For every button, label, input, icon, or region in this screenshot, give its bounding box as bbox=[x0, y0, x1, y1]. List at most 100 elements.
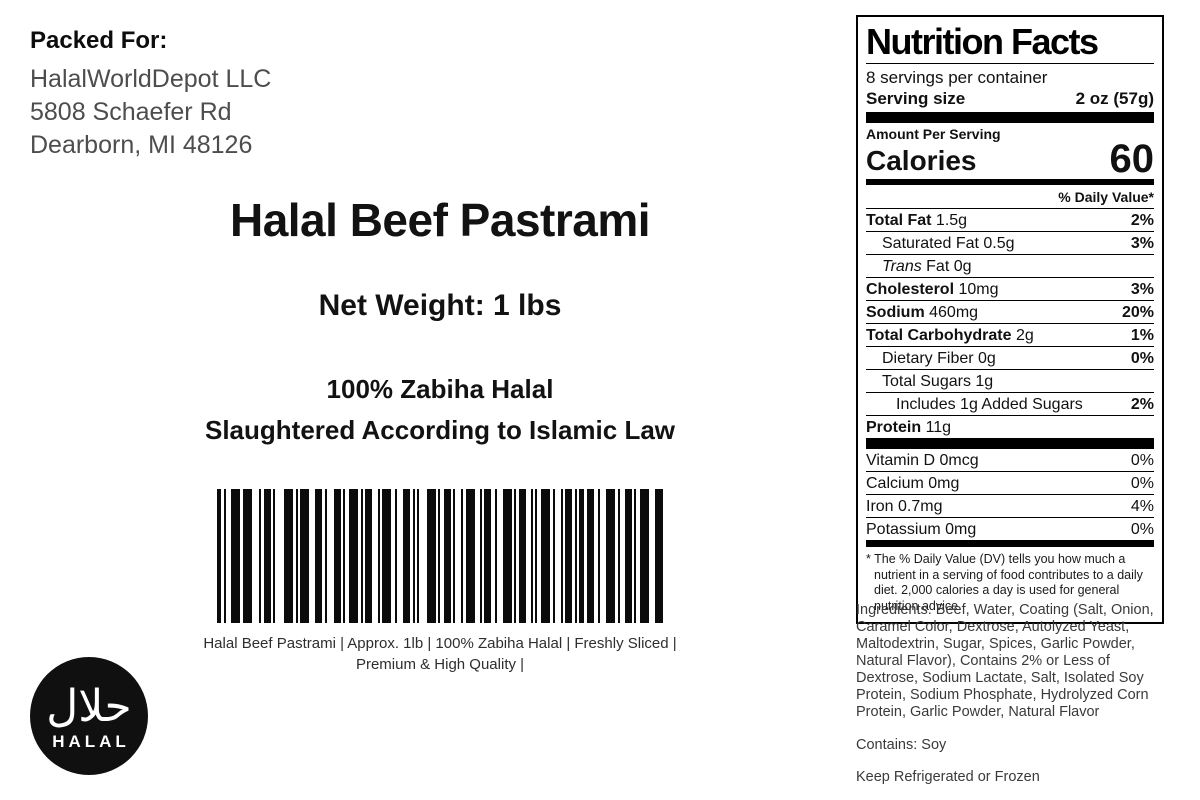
halal-logo: حلال HALAL bbox=[30, 657, 148, 775]
barcode bbox=[217, 489, 663, 623]
barcode-bar bbox=[606, 489, 615, 623]
halal-logo-arabic-text: حلال bbox=[46, 680, 132, 732]
divider-semithick bbox=[866, 540, 1154, 547]
barcode-bar bbox=[231, 489, 240, 623]
barcode-bar bbox=[224, 489, 226, 623]
nutrient-row: Saturated Fat 0.5g 3% bbox=[866, 231, 1154, 254]
amount-per-serving-label: Amount Per Serving bbox=[866, 126, 1001, 142]
barcode-bar bbox=[453, 489, 455, 623]
barcode-bar bbox=[640, 489, 649, 623]
barcode-bar bbox=[461, 489, 463, 623]
packed-for-label: Packed For: bbox=[30, 27, 168, 54]
barcode-bar bbox=[343, 489, 345, 623]
barcode-bar bbox=[413, 489, 415, 623]
barcode-bar bbox=[565, 489, 572, 623]
barcode-bar bbox=[579, 489, 584, 623]
daily-value-footnote: * The % Daily Value (DV) tells you how m… bbox=[866, 552, 1143, 613]
nutrient-rows: Total Fat 1.5g 2% Saturated Fat 0.5g 3% Tran… bbox=[866, 209, 1154, 438]
nutrient-row: Calcium 0mg 0% bbox=[866, 471, 1154, 494]
nutrient-row: Total Fat 1.5g 2% bbox=[866, 212, 1154, 229]
calories-row: Calories 60 bbox=[866, 137, 1155, 181]
barcode-bar bbox=[655, 489, 663, 623]
ingredients-text: Ingredients: Beef, Water, Coating (Salt,… bbox=[856, 602, 1154, 720]
barcode-bar bbox=[365, 489, 372, 623]
barcode-bar bbox=[273, 489, 275, 623]
barcode-bar bbox=[417, 489, 419, 623]
nutrient-row: Iron 0.7mg 4% bbox=[866, 494, 1154, 517]
barcode-bar bbox=[315, 489, 322, 623]
servings-per-container: 8 servings per container bbox=[866, 68, 1048, 87]
divider-thick bbox=[866, 438, 1154, 449]
packed-for-address1: 5808 Schaefer Rd bbox=[30, 98, 232, 126]
barcode-bar bbox=[334, 489, 341, 623]
serving-size-row: Serving size 2 oz (57g) bbox=[866, 88, 1154, 112]
serving-size-value: 2 oz (57g) bbox=[1075, 89, 1154, 108]
divider-thick bbox=[866, 112, 1154, 123]
nutrient-row: Includes 1g Added Sugars 2% bbox=[866, 392, 1154, 415]
barcode-bar bbox=[296, 489, 298, 623]
barcode-bar bbox=[495, 489, 497, 623]
nutrient-row: Total Carbohydrate 2g 1% bbox=[866, 323, 1154, 346]
barcode-bar bbox=[361, 489, 363, 623]
nutrition-facts-panel: Nutrition Facts 8 servings per container… bbox=[856, 15, 1164, 624]
storage-instruction: Keep Refrigerated or Frozen bbox=[856, 769, 1040, 785]
barcode-caption: Halal Beef Pastrami | Approx. 1lb | 100%… bbox=[203, 635, 677, 673]
divider-medium bbox=[866, 179, 1154, 185]
barcode-bar bbox=[484, 489, 491, 623]
nutrition-facts-title: Nutrition Facts bbox=[866, 22, 1154, 64]
nutrient-row: Protein 11g bbox=[866, 415, 1154, 438]
packed-for-company: HalalWorldDepot LLC bbox=[30, 65, 272, 93]
barcode-bar bbox=[634, 489, 636, 623]
halal-claim-line2: Slaughtered According to Islamic Law bbox=[204, 415, 676, 445]
net-weight: Net Weight: 1 lbs bbox=[318, 289, 562, 322]
barcode-bar bbox=[378, 489, 380, 623]
barcode-bar bbox=[625, 489, 632, 623]
nutrient-row: Cholesterol 10mg 3% bbox=[866, 277, 1154, 300]
barcode-bar bbox=[427, 489, 436, 623]
halal-claim-line1: 100% Zabiha Halal bbox=[326, 374, 554, 404]
barcode-bar bbox=[438, 489, 440, 623]
barcode-bar bbox=[243, 489, 252, 623]
barcode-bar bbox=[403, 489, 410, 623]
barcode-bar bbox=[259, 489, 261, 623]
barcode-bar bbox=[598, 489, 600, 623]
barcode-bar bbox=[553, 489, 555, 623]
packed-for-block: Packed For: HalalWorldDepot LLC 5808 Sch… bbox=[30, 27, 271, 162]
barcode-bar bbox=[264, 489, 271, 623]
barcode-bar bbox=[535, 489, 537, 623]
barcode-bar bbox=[541, 489, 550, 623]
barcode-bar bbox=[395, 489, 397, 623]
barcode-bar bbox=[300, 489, 309, 623]
barcode-bar bbox=[217, 489, 221, 623]
nutrient-row: Dietary Fiber 0g 0% bbox=[866, 346, 1154, 369]
packed-for-address2: Dearborn, MI 48126 bbox=[30, 131, 253, 159]
nutrient-row: Total Sugars 1g bbox=[866, 369, 1154, 392]
barcode-bar bbox=[575, 489, 577, 623]
nutrient-row: Trans Fat 0g bbox=[866, 254, 1154, 277]
barcode-bar bbox=[382, 489, 391, 623]
halal-logo-latin-text: HALAL bbox=[52, 731, 130, 751]
barcode-bar bbox=[587, 489, 594, 623]
barcode-bar bbox=[519, 489, 526, 623]
calories-label: Calories bbox=[866, 145, 977, 176]
barcode-bar bbox=[325, 489, 327, 623]
vitamin-rows: Vitamin D 0mcg 0% Calcium 0mg 0% Iron 0.7mg 4… bbox=[866, 449, 1154, 540]
product-title: Halal Beef Pastrami bbox=[229, 194, 651, 246]
barcode-bar bbox=[618, 489, 620, 623]
barcode-bar bbox=[349, 489, 358, 623]
barcode-bar bbox=[514, 489, 516, 623]
barcode-bar bbox=[284, 489, 293, 623]
nutrient-row: Vitamin D 0mcg 0% bbox=[866, 452, 1154, 469]
barcode-bar bbox=[444, 489, 451, 623]
allergen-contains-line: Contains: Soy bbox=[856, 737, 947, 753]
barcode-bar bbox=[503, 489, 512, 623]
barcode-bar bbox=[531, 489, 533, 623]
calories-value: 60 bbox=[1109, 137, 1155, 181]
barcode-bar bbox=[466, 489, 475, 623]
barcode-bar bbox=[480, 489, 482, 623]
serving-size-label: Serving size bbox=[866, 89, 966, 108]
ingredients-block: Ingredients: Beef, Water, Coating (Salt,… bbox=[856, 602, 1166, 785]
nutrient-row: Sodium 460mg 20% bbox=[866, 300, 1154, 323]
barcode-bar bbox=[561, 489, 563, 623]
